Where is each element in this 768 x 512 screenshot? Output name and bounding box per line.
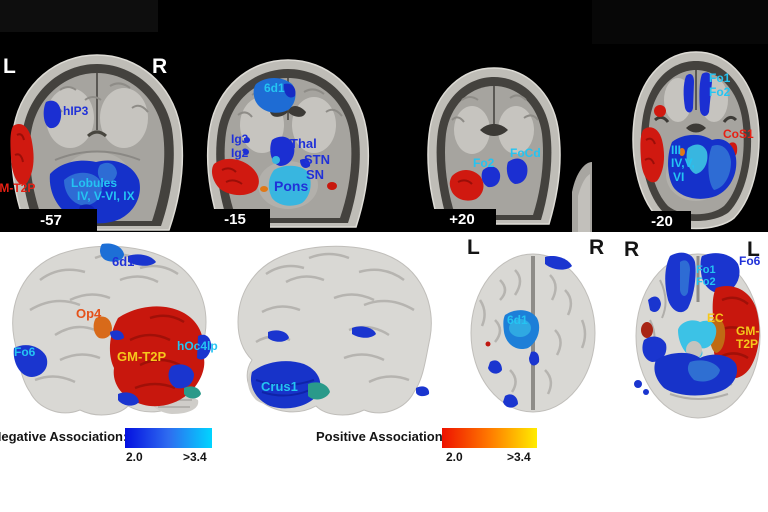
- region-label-ig2: Ig2: [231, 146, 249, 160]
- blob-fo2: [481, 166, 501, 188]
- surface-label-fo1-ventral: Fo1: [696, 264, 716, 276]
- surface-label-6d1-dorsal: 6d1: [507, 313, 528, 327]
- blob-frontal-blue-right: [700, 253, 740, 294]
- mri-slice-3: [427, 67, 561, 225]
- region-label-ig3: Ig3: [231, 132, 249, 146]
- blob-gm-t2p-red: [10, 123, 34, 185]
- region-label-cos1: CoS1: [723, 127, 754, 141]
- negative-scale-max: >3.4: [183, 450, 207, 464]
- region-label-iv-v: IV,V,: [671, 156, 695, 170]
- surface-label-crus1: Crus1: [261, 379, 298, 394]
- region-label-vi: VI: [673, 170, 685, 184]
- blob-6d1-surface: [100, 243, 124, 262]
- surface-label-t2p: T2P: [736, 337, 759, 351]
- blob-red-left: [211, 158, 259, 196]
- region-label-fo2: Fo2: [473, 156, 495, 170]
- blob-hip3: [43, 100, 62, 129]
- surface-label-6d1: 6d1: [112, 254, 135, 269]
- slice-coordinate-box: +20: [428, 209, 496, 230]
- region-label-lobule-numbers: IV, V-VI, IX: [77, 189, 135, 203]
- region-label-gm-t2p: GM-T2P: [0, 181, 36, 195]
- surface-label-hoc4lp: hOc4lp: [177, 339, 218, 353]
- slice-coordinate: -15: [224, 211, 246, 228]
- orientation-left-label: L: [3, 55, 16, 78]
- region-label-pons: Pons: [274, 178, 309, 194]
- positive-scale-max: >3.4: [507, 450, 531, 464]
- region-label-thal: Thal: [290, 136, 317, 151]
- render-left-lateral: [12, 243, 212, 416]
- slice-coordinate: +20: [449, 211, 475, 228]
- orientation-left-label: L: [467, 236, 480, 259]
- positive-association-title: Positive Association:: [316, 429, 447, 444]
- region-label-iii: III: [671, 143, 682, 157]
- slice-coordinate: -57: [40, 211, 62, 229]
- region-label-focd: FoCd: [510, 146, 541, 160]
- negative-scale-min: 2.0: [126, 450, 143, 464]
- positive-colorbar: [442, 428, 537, 448]
- blob-pons: [268, 165, 311, 206]
- surface-label-op4: Op4: [76, 306, 102, 321]
- blob-red-lateral: [640, 127, 665, 183]
- render-ventral: [634, 252, 761, 419]
- orientation-right-label: R: [624, 238, 640, 261]
- slice-coordinate-box: -57: [5, 209, 97, 231]
- region-label-lobules: Lobules: [71, 176, 118, 190]
- blob-fo1-fo2: [683, 74, 694, 113]
- mri-slice-1: [10, 54, 184, 231]
- slice-coordinate-box: -15: [200, 209, 270, 230]
- slice-coordinate-box: -20: [633, 211, 691, 231]
- blob-focd: [506, 158, 528, 184]
- orientation-right-label: R: [152, 55, 168, 78]
- surface-label-ec: EC: [707, 311, 724, 325]
- render-right-lateral: [237, 245, 432, 416]
- mri-slice-2: [206, 59, 370, 228]
- surface-label-fo6-ventral: Fo6: [739, 254, 761, 268]
- positive-scale-min: 2.0: [446, 450, 463, 464]
- render-dorsal: [470, 253, 596, 413]
- surface-label-gm: GM-: [736, 324, 760, 338]
- region-label-hip3: hIP3: [63, 104, 89, 118]
- negative-colorbar: [125, 428, 212, 448]
- region-label-6d1: 6d1: [264, 81, 285, 95]
- surface-label-fo2-ventral: Fo2: [696, 276, 716, 288]
- region-label-sn: SN: [306, 167, 325, 182]
- region-label-stn: STN: [304, 152, 330, 167]
- slice-coordinate: -20: [651, 212, 673, 230]
- surface-label-fo6: Fo6: [14, 345, 36, 359]
- blob-fo6-surface: [13, 345, 48, 377]
- surface-label-gm-t2p: GM-T2P: [117, 349, 167, 364]
- orientation-left-label: L: [747, 238, 760, 261]
- negative-association-title: Negative Association:: [0, 429, 128, 444]
- blob-red-temporal: [449, 170, 484, 201]
- orientation-right-label: R: [589, 236, 605, 259]
- region-label-fo1: Fo1: [709, 71, 731, 85]
- mri-slice-4: [632, 51, 760, 230]
- region-label-fo2-axial: Fo2: [709, 85, 731, 99]
- blob-op4: [93, 316, 112, 339]
